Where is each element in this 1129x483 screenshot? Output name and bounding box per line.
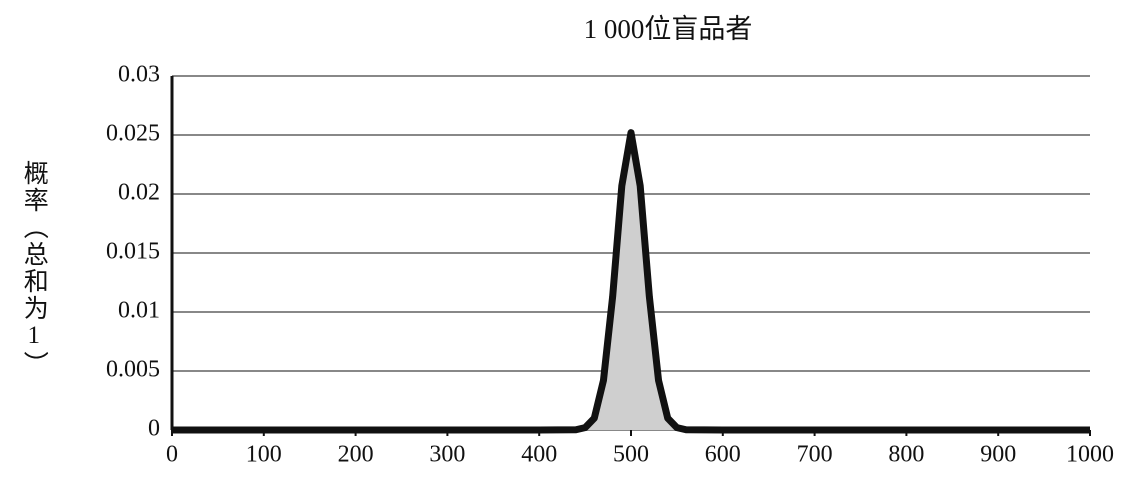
y-tick-label: 0.025 bbox=[106, 121, 160, 147]
y-tick-label: 0.02 bbox=[118, 180, 160, 206]
y-tick-label: 0.005 bbox=[106, 357, 160, 383]
x-tick-label: 100 bbox=[246, 442, 282, 468]
x-tick-label: 300 bbox=[429, 442, 465, 468]
y-tick-label: 0.015 bbox=[106, 239, 160, 265]
x-tick-label: 500 bbox=[613, 442, 649, 468]
x-tick-label: 1000 bbox=[1066, 442, 1114, 468]
chart-title: 1 000位盲品者 bbox=[584, 14, 753, 44]
y-tick-label: 0 bbox=[148, 416, 160, 442]
x-tick-label: 400 bbox=[521, 442, 557, 468]
x-tick-label: 0 bbox=[166, 442, 178, 468]
x-tick-label: 700 bbox=[797, 442, 833, 468]
y-tick-label: 0.01 bbox=[118, 298, 160, 324]
x-tick-label: 900 bbox=[980, 442, 1016, 468]
x-tick-label: 800 bbox=[888, 442, 924, 468]
y-axis-label: 概率（总和为1） bbox=[20, 160, 49, 378]
area-line bbox=[172, 129, 1090, 434]
x-tick-label: 600 bbox=[705, 442, 741, 468]
y-tick-label: 0.03 bbox=[118, 62, 160, 88]
x-tick-label: 200 bbox=[338, 442, 374, 468]
